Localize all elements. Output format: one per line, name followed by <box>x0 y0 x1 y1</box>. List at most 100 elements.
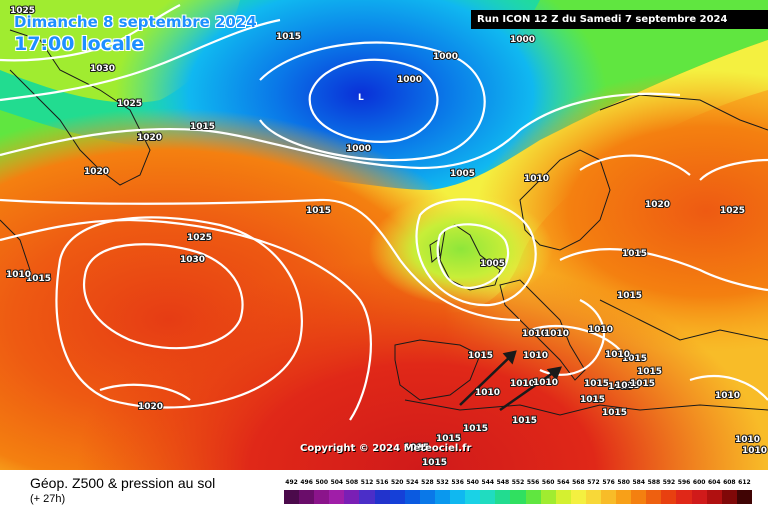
scale-value-label: 576 <box>602 479 615 486</box>
isobar-label: 1015 <box>615 381 640 391</box>
scale-swatch <box>374 490 390 504</box>
scale-value-label: 604 <box>707 479 721 486</box>
scale-value-label: 596 <box>677 479 691 486</box>
isobar-label: 1015 <box>617 291 642 301</box>
scale-swatch <box>465 490 481 504</box>
scale-swatch <box>284 490 300 504</box>
isobar-label: 1010 <box>588 325 613 335</box>
scale-swatch <box>555 490 571 504</box>
scale-swatch <box>359 490 375 504</box>
scale-value-label: 532 <box>436 479 449 486</box>
scale-swatch <box>570 490 586 504</box>
isobar-label: 1010 <box>523 351 548 361</box>
isobar-label: 1015 <box>463 424 488 434</box>
scale-value-label: 612 <box>738 479 751 486</box>
scale-swatch <box>676 490 692 504</box>
scale-swatch <box>480 490 496 504</box>
isobar-label: 1015 <box>404 443 429 453</box>
isobar-label: 1010 <box>522 329 547 339</box>
scale-swatch <box>404 490 420 504</box>
isobar-label: 1020 <box>137 133 162 143</box>
isobar-label: 1010 <box>533 378 558 388</box>
isobar-label: 1015 <box>436 434 461 444</box>
isobar-label: 1010 <box>510 379 535 389</box>
isobar-label: 1015 <box>190 122 215 132</box>
isobar-label: 1005 <box>450 169 475 179</box>
scale-value-label: 568 <box>572 479 585 486</box>
legend-subtitle: (+ 27h) <box>30 493 66 505</box>
isobar-label: 1025 <box>117 99 142 109</box>
copyright-notice: Copyright © 2024 Meteociel.fr <box>300 443 472 454</box>
geopotential-map: L 1025 1030 1025 1020 1015 1020 1015 1000 1000 10… <box>0 0 768 470</box>
scale-swatch <box>600 490 617 504</box>
scale-swatch <box>585 490 601 504</box>
isobar-label: 1000 <box>433 52 458 62</box>
scale-swatch <box>450 490 466 504</box>
isobar-label: 1010 <box>742 446 767 456</box>
scale-value-label: 508 <box>345 479 359 486</box>
scale-swatch <box>329 490 345 504</box>
legend-footer: Géop. Z500 & pression au sol (+ 27h) 492… <box>0 470 768 512</box>
model-run-info: Run ICON 12 Z du Samedi 7 septembre 2024 <box>471 10 768 29</box>
isobar-label: 1000 <box>346 144 371 154</box>
isobar-label: 1030 <box>90 64 115 74</box>
scale-swatch <box>434 490 451 504</box>
scale-swatch <box>616 490 632 504</box>
legend-title: Géop. Z500 & pression au sol <box>30 475 216 491</box>
scale-swatch <box>736 490 752 504</box>
scale-value-label: 580 <box>617 479 630 486</box>
low-pressure-marker: L <box>358 93 364 103</box>
scale-swatch <box>419 490 435 504</box>
isobar-label: 1015 <box>602 408 627 418</box>
isobar-label: 1010 <box>715 391 740 401</box>
scale-value-label: 500 <box>315 479 328 486</box>
scale-value-label: 504 <box>330 479 344 486</box>
scale-swatch <box>510 490 526 504</box>
scale-swatch <box>299 490 315 504</box>
isobar-label: 1015 <box>306 206 331 216</box>
color-scale-labels: 492 496 500 504 508 512 516 520 524 528 532 536 540 5… <box>284 479 752 489</box>
isobar-label: 1010 <box>735 435 760 445</box>
isobar-label: 1015 <box>637 367 662 377</box>
scale-value-label: 592 <box>662 479 676 486</box>
scale-value-label: 564 <box>557 479 570 486</box>
isobar-label: 1015 <box>608 382 633 392</box>
forecast-time: 17:00 locale <box>14 33 145 55</box>
isobar-label: 1015 <box>584 379 609 389</box>
scale-value-label: 536 <box>451 479 464 486</box>
scale-value-label: 556 <box>526 479 540 486</box>
scale-swatch <box>314 490 330 504</box>
isobar-label: 1030 <box>180 255 205 265</box>
isobar-label: 1020 <box>138 402 163 412</box>
isobar-label: 1010 <box>544 329 569 339</box>
scale-swatch <box>721 490 737 504</box>
scale-value-label: 528 <box>421 479 434 486</box>
scale-value-label: 520 <box>390 479 404 486</box>
scale-value-label: 512 <box>360 479 374 486</box>
isobar-label: 1015 <box>622 249 647 259</box>
scale-swatch <box>691 490 707 504</box>
scale-swatch <box>495 490 511 504</box>
isobar-label: 1010 <box>605 350 630 360</box>
scale-swatch <box>646 490 662 504</box>
isobar-label: 1015 <box>622 354 647 364</box>
isobars <box>0 4 768 421</box>
isobar-label: 1010 <box>475 388 500 398</box>
scale-swatch <box>631 490 647 504</box>
isobar-label: 1015 <box>276 32 301 42</box>
scale-value-label: 516 <box>375 479 389 486</box>
flow-arrows <box>459 350 562 412</box>
isobar-label: 1010 <box>524 174 549 184</box>
isobar-label: 1000 <box>397 75 422 85</box>
scale-value-label: 588 <box>647 479 661 486</box>
scale-value-label: 496 <box>300 479 313 486</box>
scale-value-label: 572 <box>587 479 600 486</box>
scale-value-label: 608 <box>723 479 736 486</box>
isobar-label: 1025 <box>720 206 745 216</box>
isobar-label: 1025 <box>10 6 35 16</box>
isobar-label: 1005 <box>480 259 505 269</box>
isobar-label: 1025 <box>187 233 212 243</box>
scale-swatch <box>344 490 360 504</box>
scale-value-label: 540 <box>466 479 479 486</box>
scale-value-label: 560 <box>541 479 555 486</box>
